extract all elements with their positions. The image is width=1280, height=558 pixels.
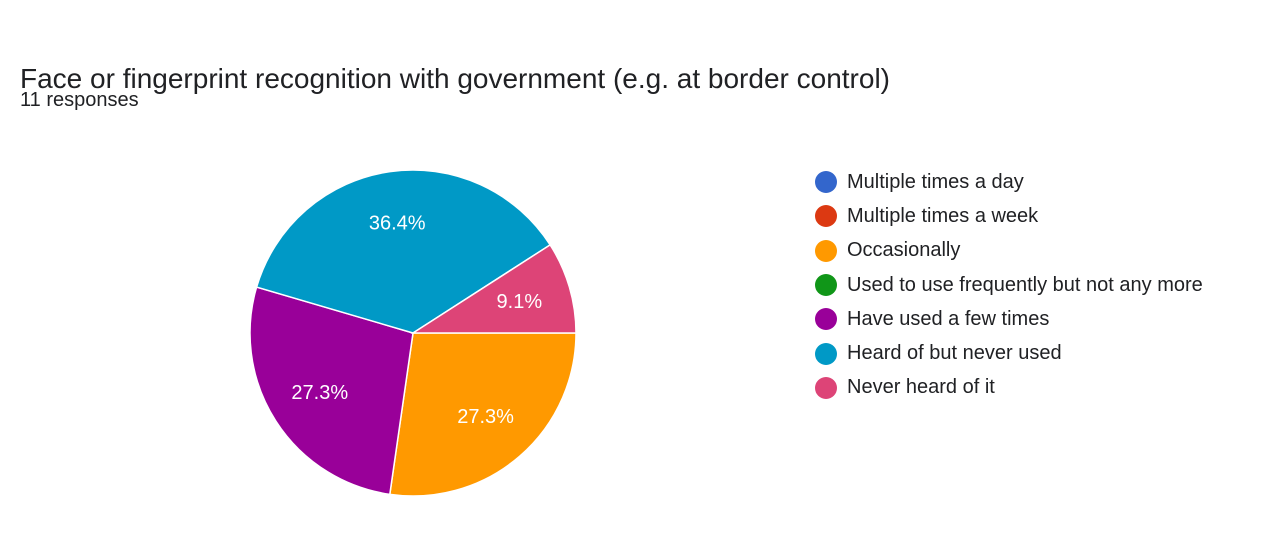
pie-slice-4[interactable] [249,286,414,496]
legend-label: Have used a few times [847,307,1050,330]
legend-label: Never heard of it [847,376,995,399]
chart-legend: Multiple times a day Multiple times a wee… [815,165,1203,405]
response-count: 11 responses [20,89,139,111]
pie-chart: 27.3% 27.3% 36.4% 9.1% [249,169,577,497]
legend-item-4[interactable]: Have used a few times [815,302,1203,336]
legend-swatch-icon [815,274,837,297]
legend-item-5[interactable]: Heard of but never used [815,336,1203,370]
pie-slice-2[interactable] [388,332,577,497]
slice-label-2: 27.3% [457,406,514,428]
slice-label-4: 27.3% [291,382,348,404]
pie-slice-6[interactable] [410,243,577,334]
legend-label: Occasionally [847,239,961,262]
pie-slice-5[interactable] [255,169,552,334]
legend-swatch-icon [815,342,837,365]
legend-label: Multiple times a day [847,170,1024,193]
legend-swatch-icon [815,171,837,194]
legend-swatch-icon [815,376,837,399]
legend-item-2[interactable]: Occasionally [815,234,1203,268]
chart-title: Face or fingerprint recognition with gov… [20,62,890,94]
slice-label-6: 9.1% [497,291,543,313]
legend-label: Multiple times a week [847,204,1039,227]
legend-label: Heard of but never used [847,342,1062,365]
legend-item-3[interactable]: Used to use frequently but not any more [815,268,1203,302]
legend-item-1[interactable]: Multiple times a week [815,199,1203,233]
slice-label-5: 36.4% [369,212,426,234]
legend-swatch-icon [815,239,837,262]
legend-item-6[interactable]: Never heard of it [815,371,1203,405]
legend-item-0[interactable]: Multiple times a day [815,165,1203,199]
legend-swatch-icon [815,308,837,331]
legend-swatch-icon [815,205,837,228]
legend-label: Used to use frequently but not any more [847,273,1203,296]
